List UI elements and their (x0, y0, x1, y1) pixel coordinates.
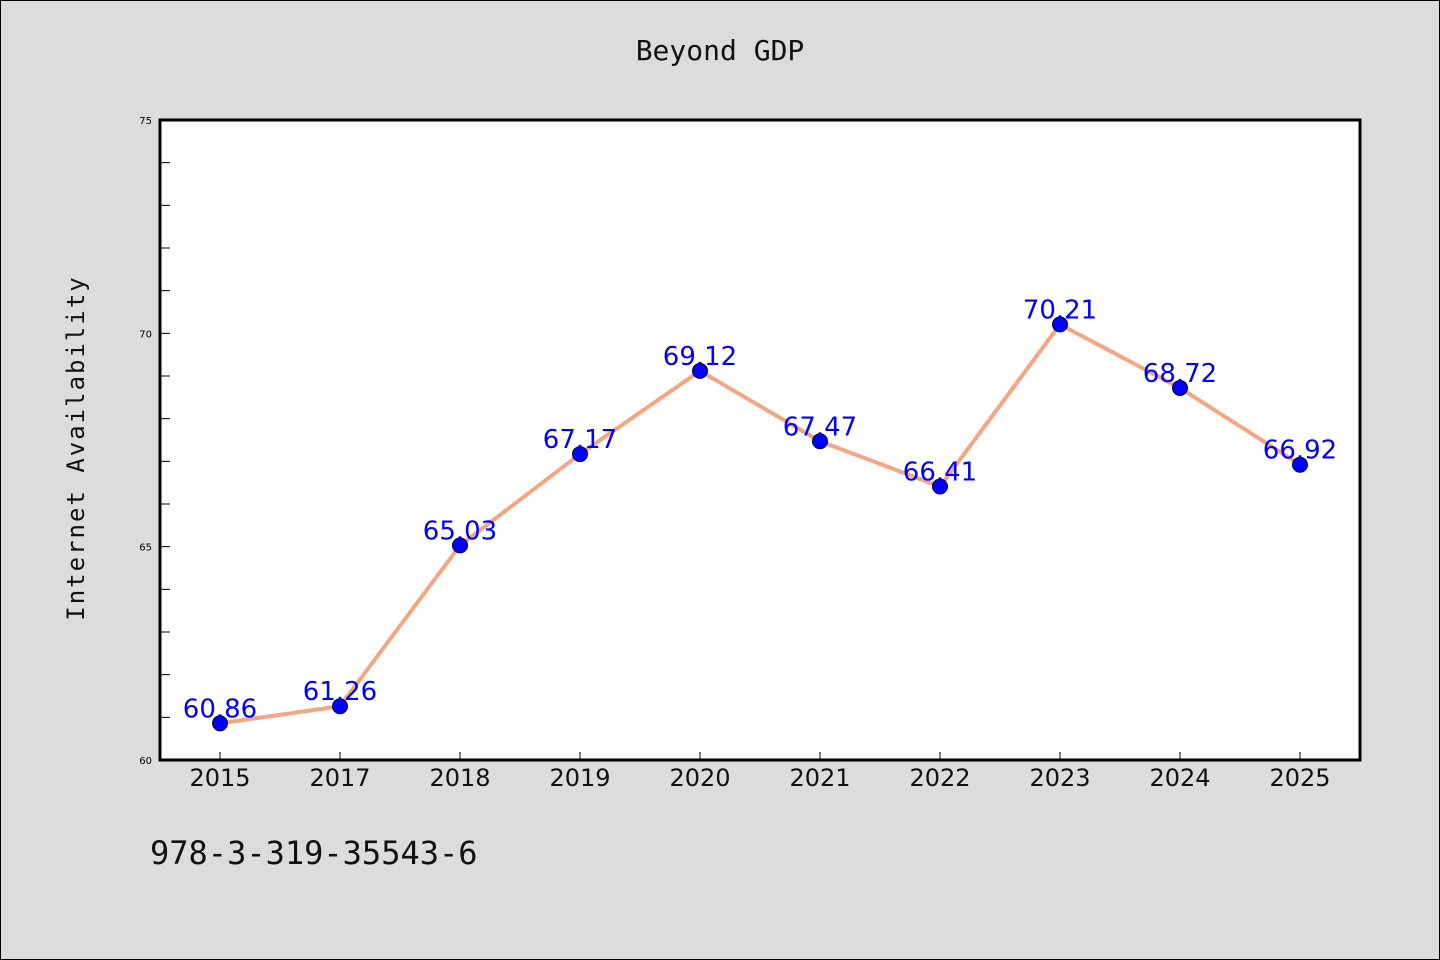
y-axis-ticks: 60 65 70 75 (139, 116, 152, 767)
data-label: 68.72 (1143, 359, 1217, 389)
data-label: 70.21 (1023, 295, 1097, 325)
data-label: 69.12 (663, 342, 737, 372)
x-axis-ticks: 2015 2017 2018 2019 2020 2021 2022 2023 2024 2025 (189, 752, 1331, 792)
data-label: 61.26 (303, 677, 377, 707)
y-tick-label: 65 (139, 543, 152, 554)
y-tick-label: 75 (139, 116, 152, 127)
x-tick-label: 2025 (1269, 764, 1330, 792)
data-point (1292, 456, 1308, 473)
plot-area (158, 118, 1362, 762)
series-line (218, 322, 1302, 726)
x-tick-label: 2023 (1029, 764, 1090, 792)
y-tick-label: 60 (139, 756, 152, 767)
data-label: 65.03 (423, 516, 497, 546)
x-tick-label: 2019 (549, 764, 610, 792)
data-point (692, 362, 708, 379)
x-tick-label: 2021 (789, 764, 850, 792)
data-labels: 60.86 61.26 65.03 67.17 69.12 67.47 66.41 70.21… (183, 295, 1337, 724)
series-line-group (218, 322, 1302, 726)
data-label: 66.41 (903, 458, 977, 488)
data-point (572, 446, 588, 463)
data-point (812, 433, 828, 450)
data-point (1172, 379, 1188, 396)
data-point (932, 478, 948, 495)
x-tick-label: 2024 (1149, 764, 1210, 792)
data-point (452, 537, 468, 554)
x-tick-label: 2018 (429, 764, 490, 792)
x-tick-label: 2015 (189, 764, 250, 792)
x-tick-label: 2020 (669, 764, 730, 792)
x-tick-label: 2017 (309, 764, 370, 792)
data-points (212, 316, 1308, 732)
data-label: 66.92 (1263, 436, 1337, 466)
data-point (212, 715, 228, 732)
data-point (332, 698, 348, 715)
data-label: 60.86 (183, 694, 257, 724)
y-axis-label: Internet Availability (62, 275, 90, 620)
x-tick-label: 2022 (909, 764, 970, 792)
isbn-code: 978-3-319-35543-6 (150, 834, 478, 872)
plot-frame (158, 118, 1362, 762)
y-minor-ticks (160, 119, 170, 761)
chart-title: Beyond GDP (635, 34, 805, 67)
data-label: 67.17 (543, 425, 617, 455)
data-point (1052, 316, 1068, 333)
y-tick-label: 70 (139, 329, 152, 340)
data-label: 67.47 (783, 412, 857, 442)
